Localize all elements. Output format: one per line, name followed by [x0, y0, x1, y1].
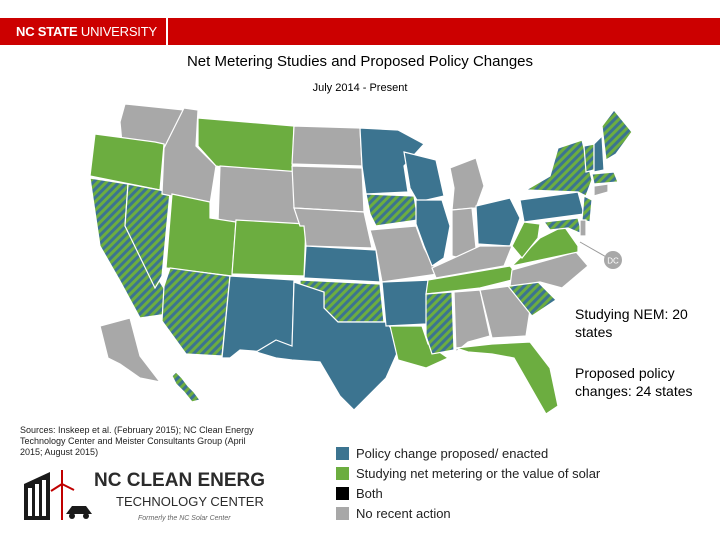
logo-building-icon [24, 472, 50, 520]
state-mississippi: Mississippi [425, 291, 455, 355]
state-minnesota: Minnesota [359, 127, 425, 195]
legend-swatch-blue [336, 446, 349, 460]
state-new-jersey: New Jersey [581, 195, 593, 223]
legend-item: Policy change proposed/ enacted [336, 443, 636, 463]
state-new-mexico: New Mexico [221, 275, 295, 359]
state-maine: Maine [601, 109, 633, 161]
state-delaware: Delaware [579, 219, 587, 237]
state-florida: Florida [455, 341, 559, 415]
state-vermont: Vermont [583, 143, 595, 173]
logo-turbine-icon [50, 470, 75, 520]
university-logo: NC STATE UNIVERSITY [8, 18, 168, 45]
state-louisiana: Louisiana [389, 325, 450, 369]
dc-label: DC [607, 257, 619, 266]
state-idaho: Idaho [161, 107, 217, 205]
sources-note: Sources: Inskeep et al. (February 2015);… [20, 425, 254, 457]
logo-line2: TECHNOLOGY CENTER [116, 494, 264, 509]
brand-light: UNIVERSITY [80, 24, 157, 39]
logo-car-icon [66, 506, 92, 519]
state-wyoming: Wyoming [217, 165, 303, 227]
legend-item: Both [336, 483, 636, 503]
stat-studying-nem: Studying NEM: 20 states [575, 306, 688, 340]
legend-swatch-black [336, 486, 349, 500]
legend-swatch-gray [336, 506, 349, 520]
state-arkansas: Arkansas [381, 279, 433, 327]
us-map: WashingtonOregonCaliforniaNevadaIdahoMon… [89, 103, 633, 415]
state-maryland: Maryland [542, 217, 583, 236]
state-tennessee: Tennessee [425, 265, 522, 295]
legend-label: Both [356, 485, 383, 501]
stat-proposed-policy: Proposed policy changes: 24 states [575, 365, 693, 399]
legend-swatch-green [336, 466, 349, 480]
legend-item: No recent action [336, 503, 636, 523]
state-hawaii: Hawaii [171, 371, 202, 403]
state-pennsylvania: Pennsylvania [519, 191, 585, 223]
state-south-dakota: South Dakota [291, 165, 365, 213]
dc-marker: DC [579, 241, 622, 269]
state-new-hampshire: New Hampshire [593, 134, 605, 173]
brand-bold: NC STATE [16, 24, 78, 39]
state-west-virginia: West Virginia [511, 221, 541, 259]
legend-item: Studying net metering or the value of so… [336, 463, 636, 483]
state-illinois: Illinois [415, 199, 451, 267]
state-kansas: Kansas [303, 245, 381, 283]
states-layer: WashingtonOregonCaliforniaNevadaIdahoMon… [89, 103, 633, 415]
state-georgia: Georgia [479, 285, 531, 339]
state-kentucky: Kentucky [431, 245, 513, 279]
header-bar: NC STATE UNIVERSITY [0, 18, 720, 45]
legend: Policy change proposed/ enacted Studying… [336, 443, 636, 523]
legend-label: Studying net metering or the value of so… [356, 465, 601, 481]
state-texas: Texas [254, 281, 403, 411]
state-ohio: Ohio [475, 197, 521, 247]
page-subtitle: July 2014 - Present [312, 82, 408, 94]
state-alabama: Alabama [453, 289, 491, 354]
state-michigan: Michigan [449, 157, 485, 211]
logo-line1: NC CLEAN ENERGY [94, 470, 265, 491]
nc-clean-energy-logo: NC CLEAN ENERGY TECHNOLOGY CENTER Former… [20, 462, 265, 526]
state-alaska: Alaska [99, 317, 162, 383]
legend-label: No recent action [356, 505, 451, 521]
state-iowa: Iowa [365, 193, 419, 227]
state-wisconsin: Wisconsin [403, 151, 445, 203]
logo-tagline: Formerly the NC Solar Center [138, 515, 231, 522]
state-new-york: New York [523, 139, 593, 197]
state-north-dakota: North Dakota [291, 125, 363, 167]
legend-label: Policy change proposed/ enacted [356, 445, 549, 461]
state-massachusetts: Massachusetts [591, 171, 619, 185]
state-nebraska: Nebraska [293, 207, 373, 249]
state-arizona: Arizona [161, 267, 231, 357]
state-virginia: Virginia [510, 225, 579, 268]
state-colorado: Colorado [231, 219, 307, 277]
state-connecticut: Connecticut [593, 183, 609, 197]
state-oregon: Oregon [89, 133, 165, 191]
page-title: Net Metering Studies and Proposed Policy… [186, 53, 534, 70]
